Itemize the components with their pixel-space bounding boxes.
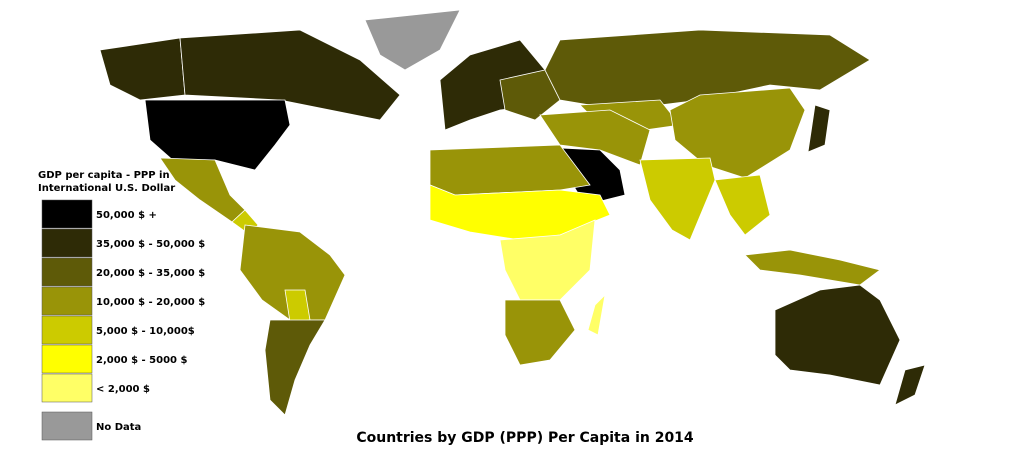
north-africa [429,144,591,196]
alaska [99,37,186,101]
legend-swatch [41,199,93,229]
legend-swatch [41,315,93,345]
new-zealand [894,364,926,406]
southern-africa [504,299,576,366]
legend-swatch [41,228,93,258]
legend-swatch [41,373,93,403]
legend-label: 20,000 $ - 35,000 $ [96,268,205,279]
central-africa [499,219,596,301]
legend-title: International U.S. Dollar [38,183,175,194]
madagascar [587,293,606,336]
southeast-asia [714,174,771,236]
argentina-chile [264,319,326,416]
legend-label: 10,000 $ - 20,000 $ [96,297,205,308]
countries [99,9,926,416]
india [639,157,716,241]
legend-swatch [41,257,93,287]
legend-label: 35,000 $ - 50,000 $ [96,239,205,250]
legend-swatch [41,286,93,316]
greenland [364,9,461,71]
legend-label: 5,000 $ - 10,000$ [96,326,195,337]
map-title: Countries by GDP (PPP) Per Capita in 201… [356,430,694,446]
legend-swatch [41,344,93,374]
australia [774,284,901,386]
usa [144,99,291,171]
japan [807,104,831,153]
europe-east [499,69,561,121]
legend: 50,000 $ + 35,000 $ - 50,000 $ 20,000 $ - … [41,199,205,441]
legend-label: < 2,000 $ [96,384,150,395]
legend-label: 2,000 $ - 5000 $ [96,355,187,366]
legend-title: GDP per capita - PPP in [38,170,170,181]
china [669,87,806,179]
legend-label: 50,000 $ + [96,210,157,221]
indonesia [744,249,881,286]
legend-swatch [41,411,93,441]
canada [179,29,401,121]
legend-label: No Data [96,422,141,433]
